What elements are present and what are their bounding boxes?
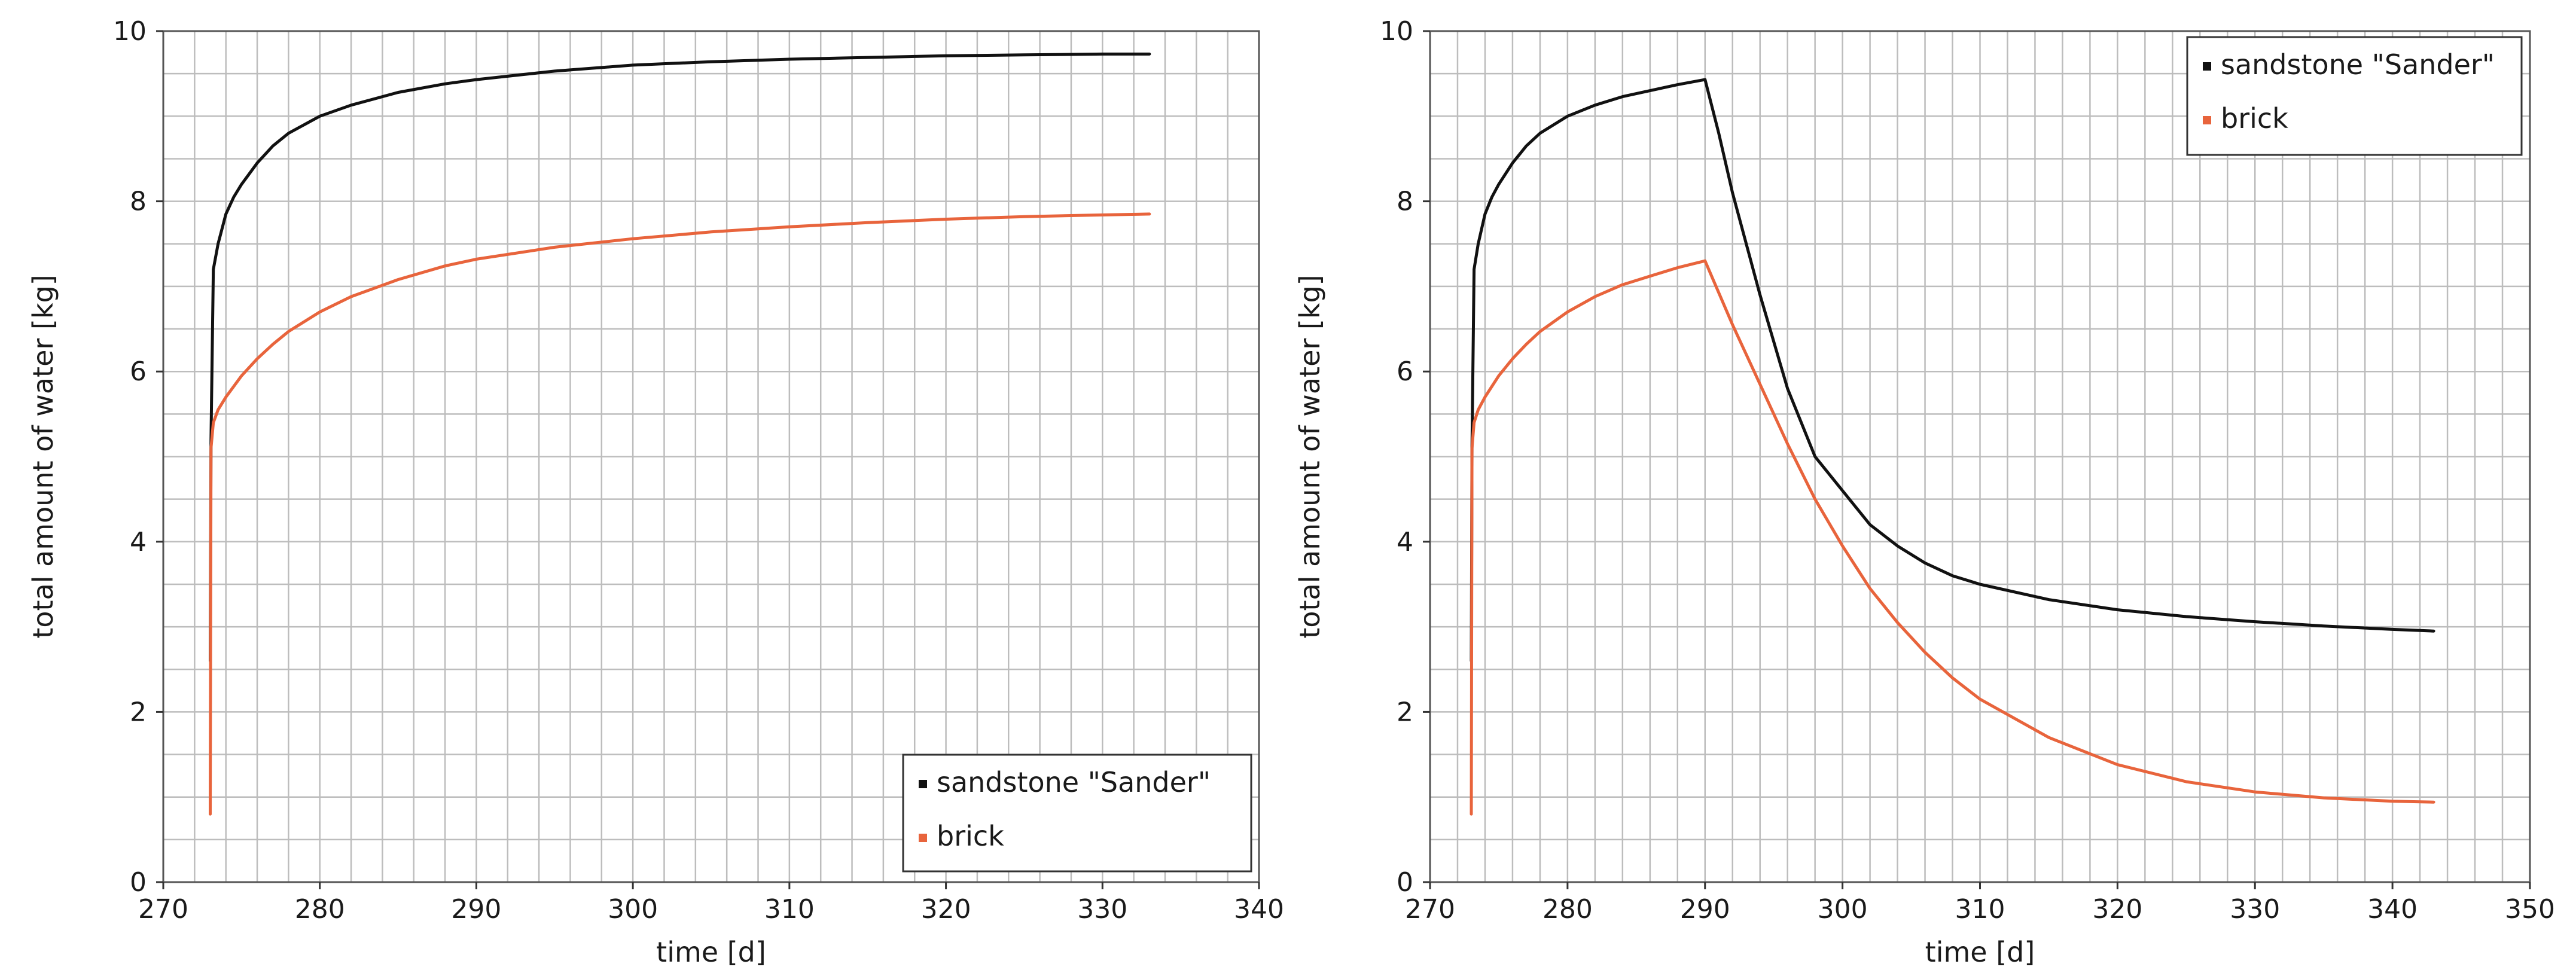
legend-swatch — [2203, 116, 2211, 124]
legend-swatch — [919, 834, 927, 842]
x-tick-label: 300 — [1818, 894, 1868, 925]
legend-box — [2186, 36, 2523, 156]
y-tick-label: 6 — [1397, 356, 1413, 387]
legend-swatch — [2203, 62, 2211, 71]
legend-label: sandstone "Sander" — [937, 766, 1211, 798]
x-tick-label: 350 — [2505, 894, 2555, 925]
y-tick-label: 0 — [1397, 867, 1413, 898]
x-tick-label: 310 — [1955, 894, 2005, 925]
y-tick-label: 0 — [130, 867, 147, 898]
x-axis-title: time [d] — [656, 936, 766, 968]
legend-label: brick — [937, 820, 1004, 852]
x-tick-label: 270 — [1405, 894, 1455, 925]
x-tick-label: 330 — [2230, 894, 2280, 925]
y-axis-title: total amount of water [kg] — [27, 275, 59, 638]
y-tick-label: 4 — [1397, 527, 1413, 557]
x-tick-label: 320 — [921, 894, 971, 925]
y-tick-label: 10 — [113, 16, 147, 47]
x-tick-label: 280 — [1542, 894, 1593, 925]
legend: sandstone "Sander" brick — [902, 754, 1252, 873]
x-tick-label: 270 — [138, 894, 188, 925]
x-tick-label: 330 — [1077, 894, 1127, 925]
legend-swatch — [919, 780, 927, 788]
chart-1: 270 280 290 300 310 320 330 340 0 2 4 6 8 10 time [d] t… — [27, 16, 1284, 968]
legend-label: sandstone "Sander" — [2221, 48, 2495, 81]
x-tick-label: 280 — [295, 894, 345, 925]
legend-label: brick — [2221, 102, 2288, 135]
legend-box — [902, 754, 1252, 873]
x-axis-title: time [d] — [1925, 936, 2035, 968]
legend: sandstone "Sander" brick — [2186, 36, 2523, 156]
y-axis-title: total amount of water [kg] — [1294, 275, 1326, 638]
series-line-sandstone — [209, 52, 1151, 663]
x-tick-label: 310 — [764, 894, 815, 925]
y-tick-label: 8 — [130, 187, 147, 217]
series-line-brick — [209, 212, 1151, 816]
series-line-brick — [1470, 259, 2435, 816]
y-tick-label: 10 — [1380, 16, 1413, 47]
chart-2: 270 280 290 300 310 320 330 340 350 0 2 4 6 8 10 time [… — [1294, 16, 2555, 968]
x-tick-label: 290 — [451, 894, 501, 925]
x-tick-label: 340 — [2367, 894, 2418, 925]
y-tick-label: 8 — [1397, 187, 1413, 217]
x-tick-label: 340 — [1234, 894, 1284, 925]
y-tick-label: 2 — [130, 697, 147, 727]
x-tick-label: 300 — [608, 894, 658, 925]
y-tick-label: 4 — [130, 527, 147, 557]
x-tick-label: 320 — [2092, 894, 2142, 925]
y-tick-label: 6 — [130, 356, 147, 387]
y-tick-label: 2 — [1397, 697, 1413, 727]
series-line-sandstone — [1470, 78, 2435, 663]
x-tick-label: 290 — [1680, 894, 1730, 925]
plot-border — [162, 30, 1260, 883]
